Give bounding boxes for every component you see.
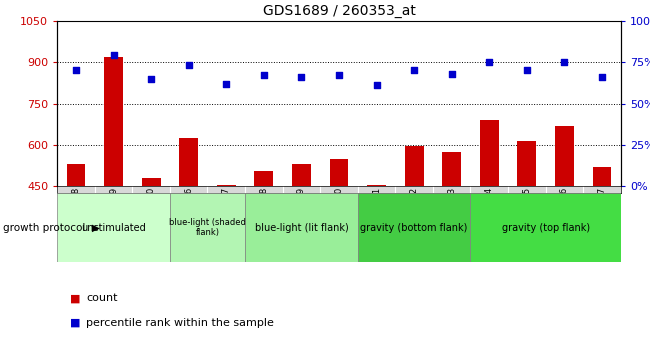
Text: blue-light (shaded
flank): blue-light (shaded flank): [169, 218, 246, 237]
Bar: [405, 146, 424, 186]
Bar: [593, 167, 612, 186]
Point: [259, 72, 269, 78]
Text: ■: ■: [70, 294, 81, 303]
Text: GSM87748: GSM87748: [72, 187, 81, 234]
Bar: [245, 193, 358, 262]
Text: growth protocol  ▶: growth protocol ▶: [3, 223, 100, 233]
Text: GSM87749: GSM87749: [109, 187, 118, 234]
Point: [559, 59, 569, 65]
Bar: [471, 193, 621, 262]
Text: GSM87737: GSM87737: [222, 187, 231, 234]
Bar: [480, 120, 499, 186]
Point: [146, 76, 156, 81]
Point: [371, 82, 382, 88]
Bar: [358, 193, 471, 262]
Text: percentile rank within the sample: percentile rank within the sample: [86, 318, 274, 327]
Bar: [517, 141, 536, 186]
Point: [109, 53, 119, 58]
Point: [409, 68, 419, 73]
Bar: [254, 171, 273, 186]
Text: blue-light (lit flank): blue-light (lit flank): [255, 223, 348, 233]
Title: GDS1689 / 260353_at: GDS1689 / 260353_at: [263, 4, 415, 18]
Point: [296, 74, 307, 80]
Text: GSM87746: GSM87746: [560, 187, 569, 234]
Point: [71, 68, 81, 73]
Bar: [555, 126, 574, 186]
Point: [484, 59, 495, 65]
Text: GSM87742: GSM87742: [410, 187, 419, 234]
Text: gravity (bottom flank): gravity (bottom flank): [361, 223, 468, 233]
Bar: [170, 193, 245, 262]
Bar: [66, 164, 85, 186]
Text: unstimulated: unstimulated: [81, 223, 146, 233]
Bar: [217, 185, 236, 186]
Text: count: count: [86, 294, 118, 303]
Bar: [57, 193, 170, 262]
Bar: [292, 164, 311, 186]
Text: gravity (top flank): gravity (top flank): [502, 223, 590, 233]
Point: [597, 74, 607, 80]
Text: GSM87740: GSM87740: [335, 187, 343, 234]
Text: GSM87741: GSM87741: [372, 187, 381, 234]
Point: [447, 71, 457, 77]
Point: [521, 68, 532, 73]
Text: GSM87743: GSM87743: [447, 187, 456, 234]
Point: [333, 72, 344, 78]
Bar: [104, 57, 123, 186]
Point: [221, 81, 231, 86]
Point: [183, 63, 194, 68]
Text: GSM87738: GSM87738: [259, 187, 268, 234]
Text: GSM87747: GSM87747: [597, 187, 606, 234]
Bar: [442, 152, 461, 186]
Text: GSM87745: GSM87745: [523, 187, 531, 234]
Text: ■: ■: [70, 318, 81, 327]
Text: GSM87736: GSM87736: [184, 187, 193, 234]
Text: GSM87739: GSM87739: [297, 187, 306, 234]
Text: GSM87744: GSM87744: [485, 187, 494, 234]
Text: GSM87750: GSM87750: [147, 187, 155, 234]
Bar: [367, 185, 386, 186]
Bar: [142, 178, 161, 186]
Bar: [330, 159, 348, 186]
Bar: [179, 138, 198, 186]
